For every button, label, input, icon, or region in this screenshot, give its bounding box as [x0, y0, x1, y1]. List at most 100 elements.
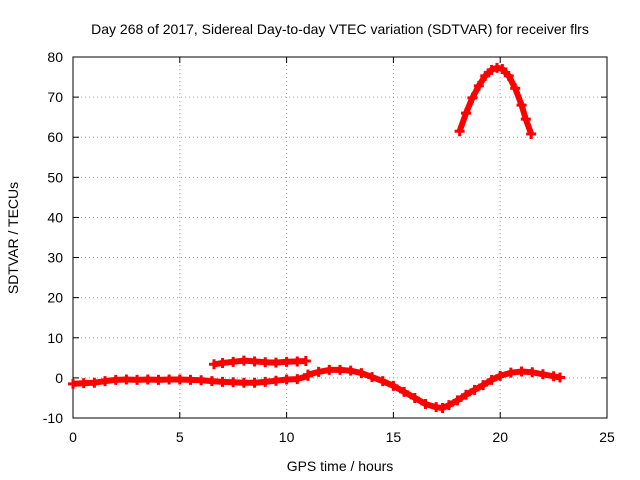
data-point	[217, 376, 228, 387]
y-tick-label: 0	[55, 370, 63, 386]
x-tick-labels: 0 5 10 15 20 25	[69, 429, 615, 445]
data-point	[399, 386, 410, 397]
data-point	[377, 376, 388, 387]
x-tick-label: 15	[386, 429, 402, 445]
data-point	[505, 367, 516, 378]
data-point	[473, 80, 484, 91]
y-tick-label: 10	[47, 330, 63, 346]
data-point	[174, 374, 185, 385]
series-arc-2	[208, 355, 311, 370]
data-point	[164, 374, 175, 385]
data-point	[89, 377, 100, 388]
y-tick-labels: -10 0 10 20 30 40 50 60 70 80	[43, 49, 63, 426]
y-tick-label: 20	[47, 290, 63, 306]
data-point	[292, 356, 303, 367]
data-point	[367, 372, 378, 383]
data-point	[313, 366, 324, 377]
x-tick-label: 20	[492, 429, 508, 445]
data-point	[217, 358, 228, 369]
data-point	[510, 83, 521, 94]
data-point	[503, 70, 514, 81]
data-point	[185, 374, 196, 385]
data-point	[520, 114, 531, 125]
data-point	[454, 126, 465, 137]
grid	[73, 57, 607, 418]
y-tick-label: 40	[47, 209, 63, 225]
data-point	[260, 357, 271, 368]
x-axis-label: GPS time / hours	[287, 458, 394, 474]
data-point	[300, 356, 311, 367]
y-tick-label: 60	[47, 129, 63, 145]
x-tick-label: 10	[279, 429, 295, 445]
data-point	[478, 380, 489, 391]
data-point	[495, 370, 506, 381]
data-point	[555, 372, 566, 383]
data-point	[486, 374, 497, 385]
data-point	[196, 375, 207, 386]
data-point	[420, 398, 431, 409]
plot-frame	[72, 56, 608, 419]
data-point	[270, 357, 281, 368]
data-point	[281, 374, 292, 385]
data-point	[461, 389, 472, 400]
data-point	[249, 356, 260, 367]
data-point	[467, 92, 478, 103]
data-point	[469, 384, 480, 395]
data-point	[486, 64, 497, 75]
series-arc-3	[302, 364, 566, 413]
x-tick-label: 25	[599, 429, 615, 445]
data-point	[228, 377, 239, 388]
x-tick-label: 5	[176, 429, 184, 445]
data-point	[238, 377, 249, 388]
data-point	[443, 400, 454, 411]
data-point	[68, 378, 78, 389]
data-point	[228, 356, 239, 367]
y-tick-label: 30	[47, 250, 63, 266]
y-tick-label: 70	[47, 89, 63, 105]
data-point	[335, 364, 345, 375]
data-point	[153, 374, 164, 385]
series-arc-4	[454, 62, 537, 140]
tick-marks	[72, 56, 608, 419]
data-point	[452, 395, 463, 406]
x-tick-label: 0	[69, 429, 77, 445]
data-point	[238, 355, 249, 366]
data-point	[78, 378, 89, 389]
chart-title: Day 268 of 2017, Sidereal Day-to-day VTE…	[91, 21, 589, 37]
data-point	[292, 374, 303, 385]
data-point	[480, 70, 491, 81]
data-point	[526, 129, 537, 140]
data-point	[260, 376, 271, 387]
series-arc-1	[68, 370, 313, 389]
data-point	[121, 374, 132, 385]
y-tick-label: -10	[43, 410, 63, 426]
data-point	[270, 375, 281, 386]
series-layer	[68, 62, 566, 413]
data-point	[516, 366, 527, 377]
data-point	[142, 374, 153, 385]
data-point	[497, 64, 508, 75]
data-point	[208, 359, 219, 370]
y-tick-label: 80	[47, 49, 63, 65]
data-point	[324, 364, 335, 375]
data-point	[345, 365, 356, 376]
data-point	[409, 392, 420, 403]
data-point	[249, 377, 260, 388]
data-point	[516, 100, 527, 111]
data-point	[132, 374, 143, 385]
data-point	[461, 108, 472, 119]
data-point	[356, 368, 367, 379]
series-line	[213, 357, 306, 368]
data-point	[110, 374, 121, 385]
data-point	[527, 367, 538, 378]
y-axis-label: SDTVAR / TECUs	[5, 182, 21, 294]
data-point	[537, 369, 548, 380]
data-point	[281, 356, 292, 367]
data-point	[388, 380, 399, 391]
data-point	[100, 376, 111, 387]
y-tick-label: 50	[47, 169, 63, 185]
data-point	[302, 369, 313, 380]
data-point	[437, 402, 448, 413]
data-point	[206, 376, 217, 387]
